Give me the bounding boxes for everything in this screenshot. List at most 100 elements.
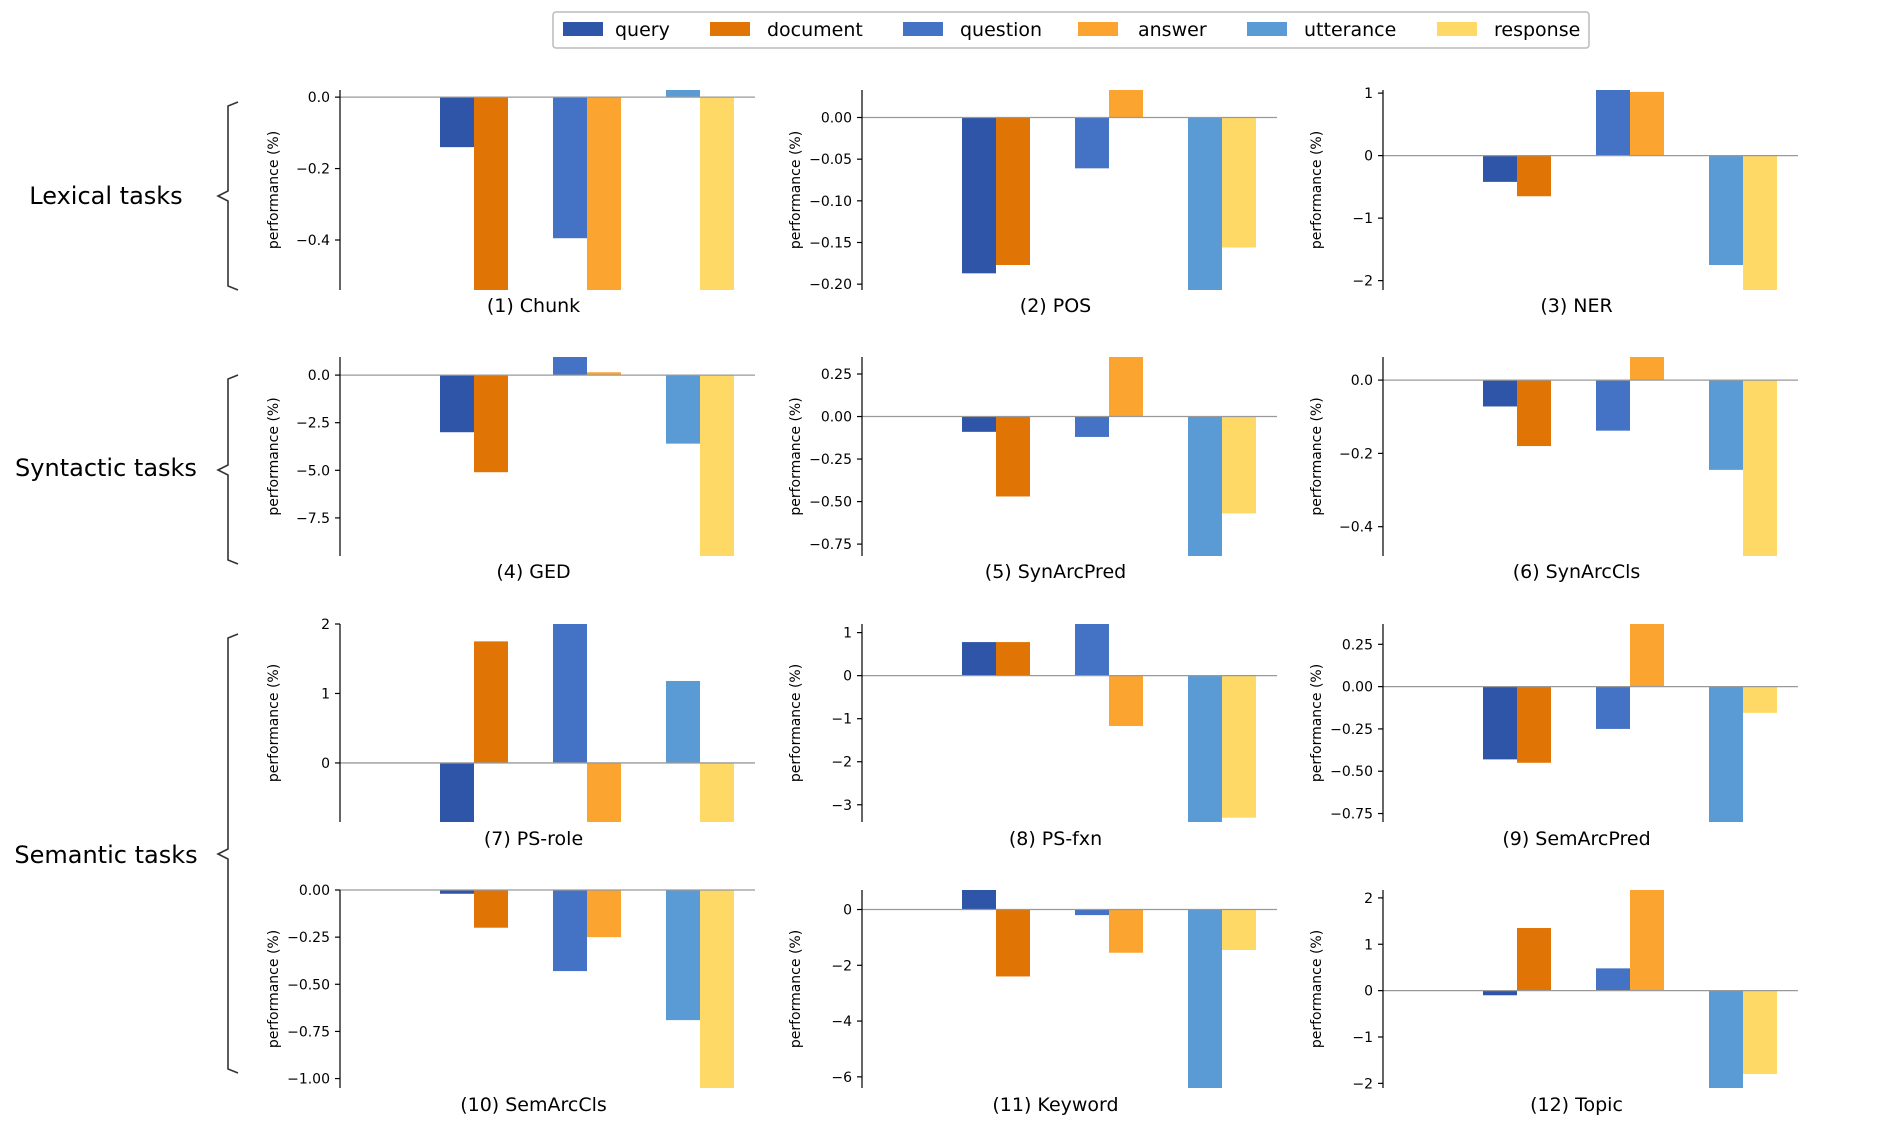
bar-query [1483,380,1517,407]
bar-query [962,890,996,910]
y-axis-label: performance (%) [266,131,282,249]
bar-utterance [1709,380,1743,470]
legend-swatch-utterance [1247,22,1287,36]
y-tick-label: 1 [843,626,852,642]
y-tick-label: 0.0 [1351,373,1373,389]
bar-question [553,357,587,376]
y-axis-label: performance (%) [266,397,282,515]
bar-document [474,890,508,928]
y-tick-label: −7.5 [296,511,330,527]
panel-9-semarcpred: 0.25 0.00 −0.25 −0.50 −0.75 performance (%) (9… [1309,624,1798,850]
bar-question [1075,624,1109,676]
panel-5-synarcpred: 0.25 0.00 −0.25 −0.50 −0.75 performance (%) (5… [788,357,1277,583]
y-axis-label: performance (%) [1309,397,1325,515]
bar-utterance [666,375,700,444]
panel-7-ps-role: 2 1 0 performance (%) (7) PS-role [266,617,755,850]
legend-swatch-query [563,22,603,36]
y-axis-label: performance (%) [1309,664,1325,782]
panel-6-synarccls: 0.0 −0.2 −0.4 performance (%) (6) SynArcCls [1309,357,1798,583]
y-tick-label: −1.00 [287,1072,330,1088]
legend-label-answer: answer [1138,19,1207,41]
bracket-lexical [216,101,239,291]
y-tick-label: 0 [1364,149,1373,165]
bar-document [1517,686,1551,763]
y-tick-label: −0.15 [809,236,852,252]
bar-query [1483,686,1517,760]
y-tick-label: 1 [1364,937,1373,953]
group-label-semantic: Semantic tasks [14,841,197,869]
bracket-syntactic [216,374,239,565]
legend-label-utterance: utterance [1304,19,1396,41]
legend-entry-utterance: utterance [1247,19,1396,41]
y-tick-label: 0.00 [821,111,852,127]
legend-label-query: query [615,19,670,41]
y-tick-label: −0.2 [296,162,330,178]
bar-question [1075,909,1109,916]
panel-caption: (3) NER [1540,295,1612,317]
bar-answer [1630,624,1664,687]
y-axis-label: performance (%) [1309,131,1325,249]
y-tick-label: −0.10 [809,194,852,210]
y-tick-label: −0.25 [287,930,330,946]
legend-label-document: document [767,19,863,41]
bar-query [1483,155,1517,182]
bar-document [1517,928,1551,991]
panel-11-keyword: 0 −2 −4 −6 performance (%) (11) Keyword [788,890,1277,1116]
y-axis-label: performance (%) [788,397,804,515]
bar-answer [1630,890,1664,991]
bar-answer [1109,357,1143,417]
bar-utterance [1188,117,1222,290]
panel-caption: (1) Chunk [487,295,580,317]
y-tick-label: −1 [831,712,852,728]
bar-response [1222,675,1256,818]
legend-label-response: response [1494,19,1580,41]
bar-utterance [1709,990,1743,1088]
bar-answer [1109,675,1143,727]
panel-4-ged: 0.0 −2.5 −5.0 −7.5 performance (%) (4) GED [266,357,755,583]
y-axis-label: performance (%) [266,930,282,1048]
bar-document [1517,380,1551,447]
bar-utterance [1188,909,1222,1088]
y-tick-label: −0.75 [809,537,852,553]
panel-10-semarccls: 0.00 −0.25 −0.50 −0.75 −1.00 performance (%) (… [266,883,755,1116]
bar-query [440,890,474,894]
bar-question [1596,686,1630,729]
bar-response [1222,117,1256,248]
y-tick-label: −0.25 [1330,722,1373,738]
panel-1-chunk: 0.0 −0.2 −0.4 performance (%) (1) Chunk [266,90,755,317]
y-tick-label: 2 [321,617,330,633]
legend-frame [552,11,1590,49]
y-tick-label: 0.25 [1342,637,1373,653]
legend-entry-query: query [563,19,670,41]
panel-caption: (12) Topic [1530,1094,1623,1116]
y-tick-label: 0.0 [308,368,330,384]
group-label-syntactic: Syntactic tasks [15,454,197,482]
bar-document [996,416,1030,497]
bar-document [996,909,1030,977]
legend-entry-question: question [903,19,1042,41]
bar-document [474,97,508,291]
legend-swatch-document [710,22,750,36]
bar-response [700,890,734,1088]
panel-caption: (2) POS [1020,295,1091,317]
bar-question [1075,416,1109,437]
bar-response [1222,909,1256,950]
bar-utterance [1709,155,1743,265]
bar-query [440,97,474,148]
y-tick-label: 0.25 [821,367,852,383]
y-tick-label: 1 [1364,86,1373,102]
y-axis-label: performance (%) [788,664,804,782]
y-tick-label: 2 [1364,891,1373,907]
bar-question [1596,90,1630,156]
bar-query [440,375,474,433]
bar-question [553,890,587,972]
y-tick-label: −0.2 [1339,446,1373,462]
bar-answer [1109,90,1143,118]
panel-caption: (9) SemArcPred [1502,828,1650,850]
y-tick-label: −2.5 [296,416,330,432]
y-axis-label: performance (%) [788,930,804,1048]
bar-response [1222,416,1256,514]
bar-question [1596,380,1630,431]
bar-utterance [666,890,700,1021]
